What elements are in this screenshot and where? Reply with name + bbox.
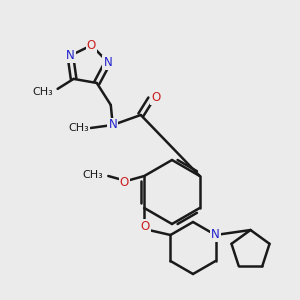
Text: O: O [120,176,129,188]
Text: O: O [151,92,160,104]
Text: O: O [141,220,150,232]
Text: N: N [108,118,117,131]
Text: CH₃: CH₃ [82,170,103,180]
Text: CH₃: CH₃ [68,123,89,133]
Text: N: N [211,229,220,242]
Text: CH₃: CH₃ [33,87,54,97]
Text: N: N [66,49,75,62]
Text: O: O [87,39,96,52]
Text: N: N [103,56,112,69]
